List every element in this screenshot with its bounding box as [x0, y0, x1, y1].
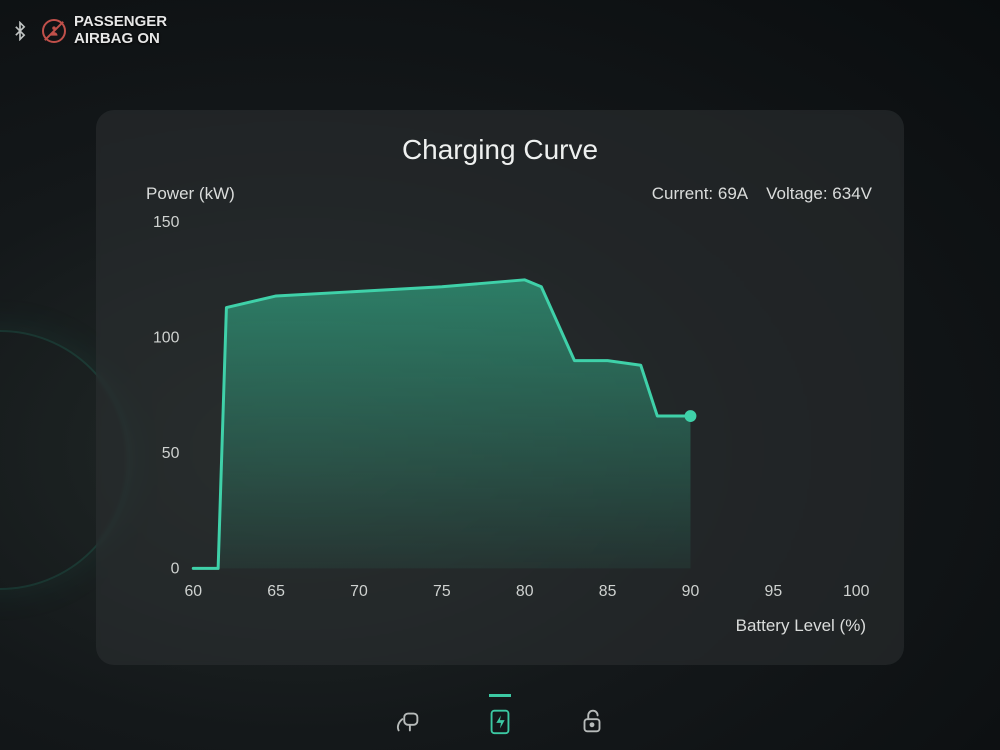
svg-text:80: 80 — [516, 583, 534, 600]
svg-text:60: 60 — [184, 583, 202, 600]
airbag-off-icon — [42, 19, 66, 43]
svg-text:95: 95 — [765, 583, 783, 600]
current-readout: Current: 69A — [652, 184, 748, 204]
chart: 050100150 6065707580859095100 Battery Le… — [124, 210, 876, 630]
x-axis: 60 65 70 75 80 85 90 95 100 — [184, 583, 869, 600]
series-endpoint-marker — [685, 410, 697, 422]
charging-icon[interactable] — [483, 704, 517, 738]
status-bar: PASSENGER AIRBAG ON — [10, 14, 167, 47]
svg-text:65: 65 — [267, 583, 285, 600]
svg-text:85: 85 — [599, 583, 617, 600]
voltage-readout: Voltage: 634V — [766, 184, 872, 204]
svg-text:75: 75 — [433, 583, 451, 600]
svg-text:50: 50 — [162, 445, 180, 462]
charging-curve-card: Charging Curve Power (kW) Current: 69A V… — [96, 110, 904, 665]
unlock-icon[interactable] — [575, 704, 609, 738]
x-axis-label: Battery Level (%) — [736, 616, 866, 636]
card-title: Charging Curve — [124, 134, 876, 166]
svg-text:70: 70 — [350, 583, 368, 600]
airbag-indicator: PASSENGER AIRBAG ON — [42, 14, 167, 47]
area-fill — [193, 280, 690, 569]
y-axis-label: Power (kW) — [146, 184, 235, 204]
svg-text:90: 90 — [682, 583, 700, 600]
airbag-line2: AIRBAG ON — [74, 31, 167, 48]
chart-svg: 0 50 100 150 60 65 70 75 80 85 90 95 100 — [124, 210, 876, 630]
airbag-line1: PASSENGER — [74, 14, 167, 31]
bluetooth-icon — [10, 21, 30, 41]
svg-text:0: 0 — [171, 560, 180, 577]
chart-header: Power (kW) Current: 69A Voltage: 634V — [124, 184, 876, 204]
svg-text:150: 150 — [153, 214, 180, 231]
svg-text:100: 100 — [843, 583, 870, 600]
y-axis: 0 50 100 150 — [153, 214, 180, 577]
svg-text:100: 100 — [153, 329, 180, 346]
bottom-icon-bar — [0, 704, 1000, 738]
charge-port-icon[interactable] — [391, 704, 425, 738]
